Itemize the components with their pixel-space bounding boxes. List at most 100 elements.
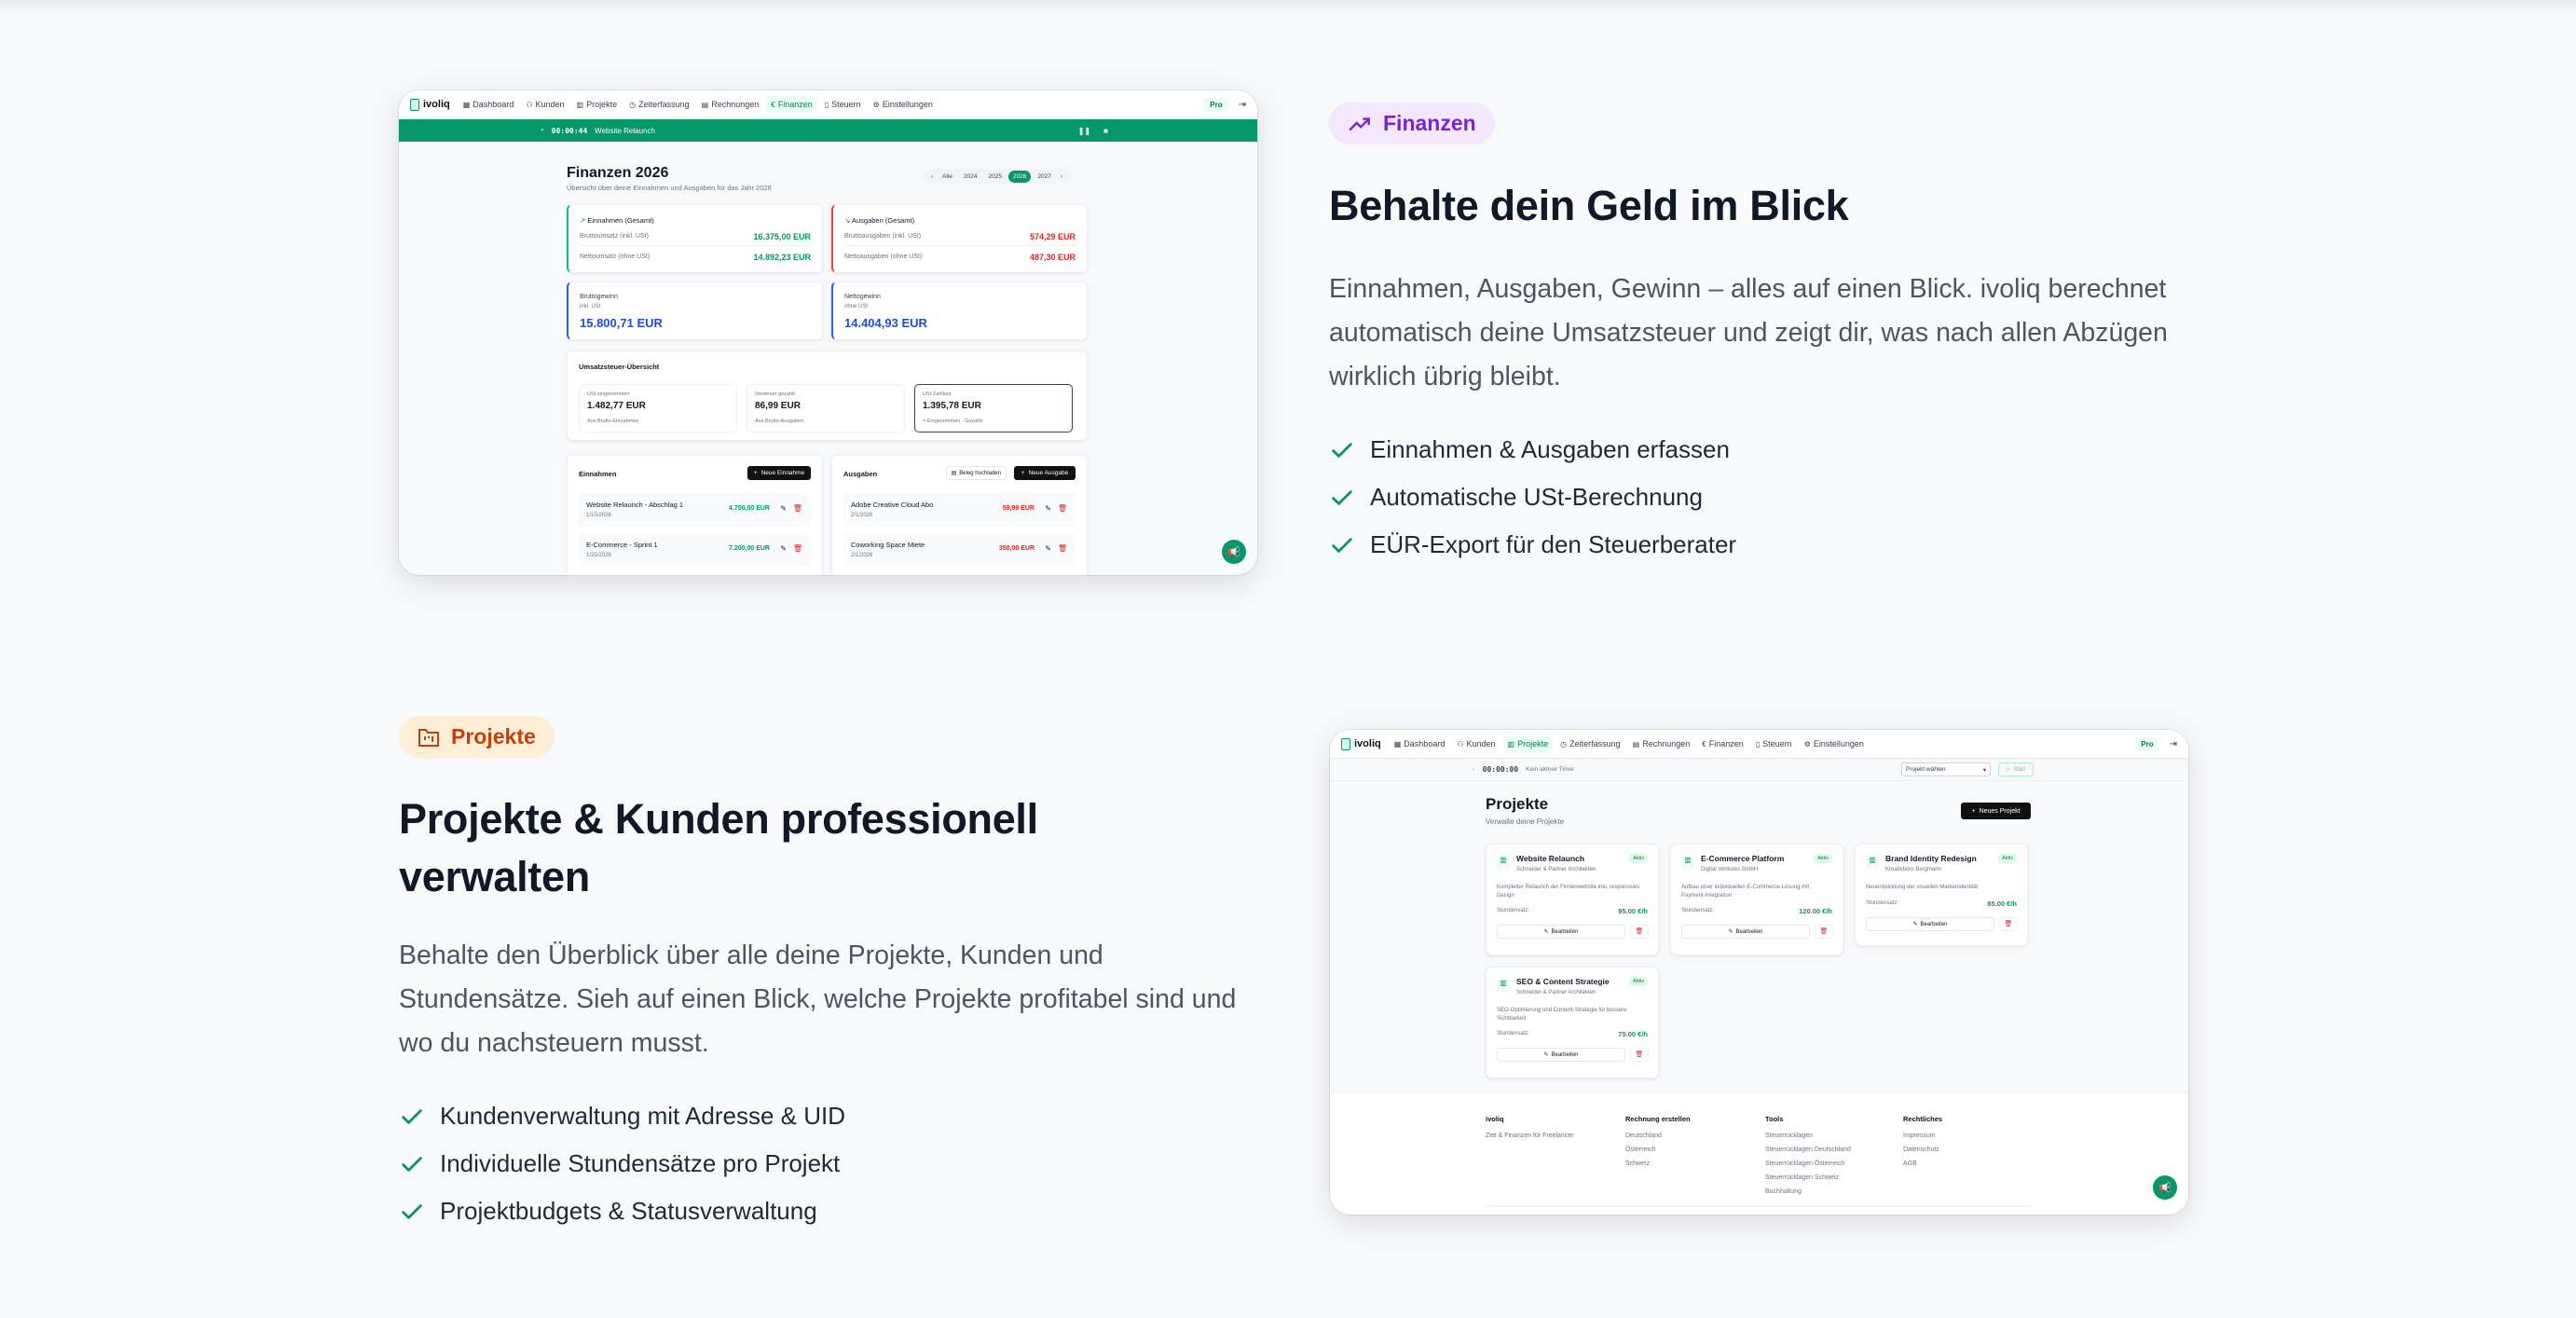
nav-item-steuern[interactable]: ▯ Steuern <box>1755 739 1792 748</box>
new-expense-button[interactable]: + Neue Ausgabe <box>1014 466 1076 480</box>
feedback-megaphone-button[interactable]: 📢 <box>2153 1175 2177 1200</box>
delete-project-button[interactable]: 🗑 <box>1815 925 1833 939</box>
logout-icon[interactable]: ⇥ <box>1238 99 1246 110</box>
project-description: Aufbau einer individuellen E-Commerce-Lö… <box>1681 885 1810 899</box>
start-timer-button[interactable]: ▷ Start <box>1998 762 2034 776</box>
nav-item-projekte[interactable]: ▥ Projekte <box>576 100 618 109</box>
nav-item-einstellungen[interactable]: ⚙ Einstellungen <box>1803 739 1864 748</box>
edit-icon: ✎ <box>1728 929 1733 935</box>
prev-year-icon[interactable]: ‹ <box>931 172 934 180</box>
nav-item-finanzen[interactable]: € Finanzen <box>766 96 817 113</box>
footer-link[interactable]: AGB <box>1903 1160 1917 1167</box>
year-pill[interactable]: 2027 <box>1037 172 1051 180</box>
edit-project-button[interactable]: ✎ Bearbeiten <box>1497 925 1625 939</box>
projekte-badge: Projekte <box>399 716 555 758</box>
edit-icon[interactable]: ✎ <box>780 544 787 553</box>
app-nav: ivoliq ▦ Dashboard ⚇ Kunden ▥ Projekte ◷ Zeiterf… <box>1330 730 2188 759</box>
transaction-row[interactable]: Adobe Creative Cloud Abo 2/1/2026 59,99 … <box>843 493 1076 527</box>
transaction-row[interactable]: Website Relaunch - Abschlag 1 1/15/2026 … <box>579 493 811 527</box>
trash-icon[interactable]: 🗑 <box>792 544 802 553</box>
footer-link[interactable]: Buchhaltung <box>1765 1188 1802 1195</box>
year-pill[interactable]: 2024 <box>964 172 978 180</box>
feature-label: Individuelle Stundensätze pro Projekt <box>440 1149 841 1177</box>
footer-heading: ivoliq <box>1486 1115 1504 1123</box>
timer-dot-icon: ● <box>1472 766 1475 773</box>
year-pill[interactable]: 2025 <box>988 172 1002 180</box>
edit-icon[interactable]: ✎ <box>1045 504 1051 513</box>
nav-item-kunden[interactable]: ⚇ Kunden <box>1457 739 1496 748</box>
nav-icon: ▯ <box>1755 739 1761 748</box>
project-select[interactable]: Projekt wählen ▾ <box>1901 762 1991 776</box>
new-income-button[interactable]: + Neue Einnahme <box>747 466 811 480</box>
transaction-date: 1/25/2026 <box>586 553 611 558</box>
footer-link[interactable]: Österreich <box>1625 1146 1656 1153</box>
nav-item-einstellungen[interactable]: ⚙ Einstellungen <box>872 100 933 109</box>
next-year-icon[interactable]: › <box>1060 172 1063 180</box>
footer-link[interactable]: Datenschutz <box>1903 1146 1939 1153</box>
delete-project-button[interactable]: 🗑 <box>1999 917 2018 931</box>
nav-item-dashboard[interactable]: ▦ Dashboard <box>1393 739 1446 748</box>
logo[interactable]: ivoliq <box>410 98 450 111</box>
nav-item-projekte[interactable]: ▥ Projekte <box>1502 735 1554 752</box>
nav-item-zeiterfassung[interactable]: ◷ Zeiterfassung <box>1560 739 1621 748</box>
nav-icon: ⚇ <box>1457 739 1464 748</box>
footer-link[interactable]: Steuerrücklagen Schweiz <box>1765 1174 1839 1181</box>
nav-item-zeiterfassung[interactable]: ◷ Zeiterfassung <box>629 100 690 109</box>
footer-link[interactable]: Deutschland <box>1625 1133 1662 1139</box>
income-total-card: ↗ Einnahmen (Gesamt) Bruttoumsatz (inkl.… <box>567 204 823 273</box>
net-expense-value: 487,30 EUR <box>1029 253 1076 262</box>
project-card: ▥ SEO & Content Strategie Schneider & Pa… <box>1486 967 1659 1078</box>
edit-project-button[interactable]: ✎ Bearbeiten <box>1681 925 1810 939</box>
pause-icon[interactable]: ❚❚ <box>1077 126 1091 135</box>
nav-item-steuern[interactable]: ▯ Steuern <box>824 100 861 109</box>
footer-link[interactable]: Steuerrücklagen Österreich <box>1765 1160 1845 1167</box>
year-pill[interactable]: 2026 <box>1007 170 1032 183</box>
edit-project-button[interactable]: ✎ Bearbeiten <box>1497 1048 1625 1062</box>
transaction-name: Website Relaunch - Abschlag 1 <box>586 501 684 509</box>
transaction-row[interactable]: Coworking Space Miete 2/1/2026 350,00 EU… <box>843 533 1076 567</box>
footer-link[interactable]: Steuerrücklagen Deutschland <box>1765 1146 1851 1153</box>
nav-item-kunden[interactable]: ⚇ Kunden <box>526 100 565 109</box>
status-badge: Aktiv <box>1629 854 1648 863</box>
feature-item: EÜR-Export für den Steuerberater <box>1329 521 1736 569</box>
footer-column: Rechtliches Impressum Datenschutz AGB <box>1903 1115 1942 1174</box>
nav-item-dashboard[interactable]: ▦ Dashboard <box>462 100 514 109</box>
transaction-name: Coworking Space Miete <box>851 541 925 549</box>
new-project-button[interactable]: + Neues Projekt <box>1961 803 2031 819</box>
finanzen-description: Einnahmen, Ausgaben, Gewinn – alles auf … <box>1329 274 2168 391</box>
nav-item-finanzen[interactable]: € Finanzen <box>1702 739 1744 748</box>
trash-icon[interactable]: 🗑 <box>1057 544 1067 553</box>
feature-label: Einnahmen & Ausgaben erfassen <box>1370 435 1730 463</box>
nav-item-rechnungen[interactable]: ▤ Rechnungen <box>1632 739 1691 748</box>
check-icon <box>402 1108 422 1124</box>
vat-label: USt eingenommen <box>587 391 630 397</box>
year-pill[interactable]: Alle <box>942 172 953 180</box>
pro-badge[interactable]: Pro <box>1204 97 1228 112</box>
nav-icon: ▯ <box>824 100 829 109</box>
gross-profit-card: Bruttogewinn inkl. USt 15.800,71 EUR <box>567 281 823 340</box>
play-icon: ▷ <box>2006 767 2011 773</box>
edit-icon[interactable]: ✎ <box>1045 544 1051 553</box>
trash-icon[interactable]: 🗑 <box>1057 504 1067 513</box>
feedback-megaphone-button[interactable]: 📢 <box>1222 540 1246 564</box>
nav-item-rechnungen[interactable]: ▤ Rechnungen <box>701 100 760 109</box>
pro-badge[interactable]: Pro <box>2135 736 2159 751</box>
edit-project-button[interactable]: ✎ Bearbeiten <box>1866 917 1994 931</box>
transaction-amount: 350,00 EUR <box>998 545 1035 552</box>
edit-icon[interactable]: ✎ <box>780 504 787 513</box>
delete-project-button[interactable]: 🗑 <box>1630 1048 1649 1062</box>
transaction-row[interactable]: E-Commerce - Sprint 1 1/25/2026 7.200,00… <box>579 533 811 567</box>
delete-project-button[interactable]: 🗑 <box>1630 925 1649 939</box>
logo[interactable]: ivoliq <box>1341 737 1381 750</box>
nav-icon: ◷ <box>1560 739 1568 748</box>
stop-icon[interactable]: ■ <box>1103 126 1108 135</box>
footer-link[interactable]: Steuerrücklagen <box>1765 1133 1813 1139</box>
upload-receipt-button[interactable]: ▤ Beleg hochladen <box>945 466 1007 480</box>
logout-icon[interactable]: ⇥ <box>2169 738 2177 749</box>
footer-link[interactable]: Impressum <box>1903 1133 1936 1139</box>
trash-icon[interactable]: 🗑 <box>792 504 802 513</box>
footer-link[interactable]: Schweiz <box>1625 1160 1651 1167</box>
project-description: Neuentwicklung der visuellen Markenident… <box>1866 885 1979 890</box>
rate-label: Stundensatz: <box>1866 900 1899 906</box>
footer-link: Zeit & Finanzen für Freelancer <box>1486 1133 1574 1139</box>
